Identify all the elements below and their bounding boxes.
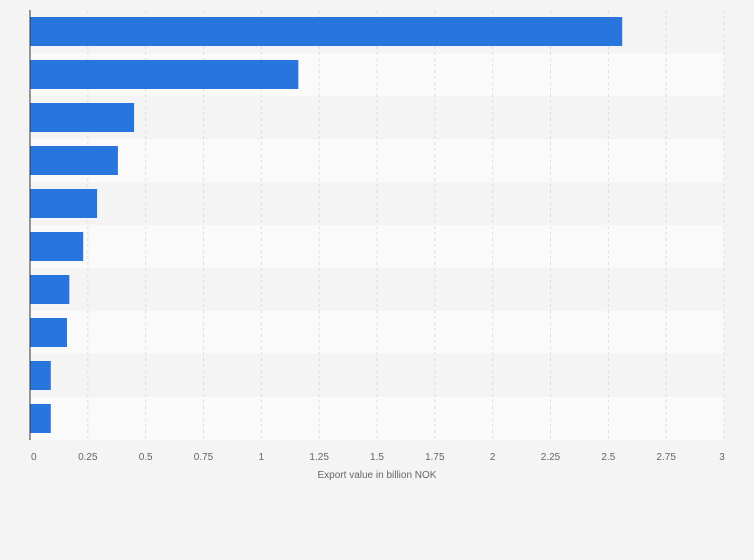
x-tick-label: 0 xyxy=(31,452,37,463)
x-tick-label: 2.75 xyxy=(656,452,676,463)
x-axis-title: Export value in billion NOK xyxy=(318,470,437,481)
bar[interactable] xyxy=(30,103,135,132)
bar[interactable] xyxy=(30,404,51,433)
x-tick-label: 3 xyxy=(719,452,725,463)
x-tick-label: 2 xyxy=(490,452,496,463)
x-tick-label: 1 xyxy=(259,452,265,463)
x-tick-labels: 0 0.25 0.5 0.75 1 1.25 1.5 1.75 2 2.25 2.5 2.75 3 xyxy=(31,452,725,463)
bar[interactable] xyxy=(30,17,623,46)
bar[interactable] xyxy=(30,146,118,175)
bar[interactable] xyxy=(30,232,84,261)
x-tick-label: 0.5 xyxy=(139,452,153,463)
bar[interactable] xyxy=(30,361,51,390)
bar[interactable] xyxy=(30,60,299,89)
x-tick-label: 2.25 xyxy=(541,452,561,463)
x-tick-label: 2.5 xyxy=(601,452,615,463)
x-tick-label: 1.25 xyxy=(309,452,329,463)
bar[interactable] xyxy=(30,318,68,347)
x-tick-label: 1.75 xyxy=(425,452,445,463)
bars xyxy=(30,17,623,433)
x-tick-label: 0.25 xyxy=(78,452,98,463)
x-tick-label: 1.5 xyxy=(370,452,384,463)
x-tick-label: 0.75 xyxy=(194,452,214,463)
bar[interactable] xyxy=(30,275,70,304)
bar[interactable] xyxy=(30,189,98,218)
